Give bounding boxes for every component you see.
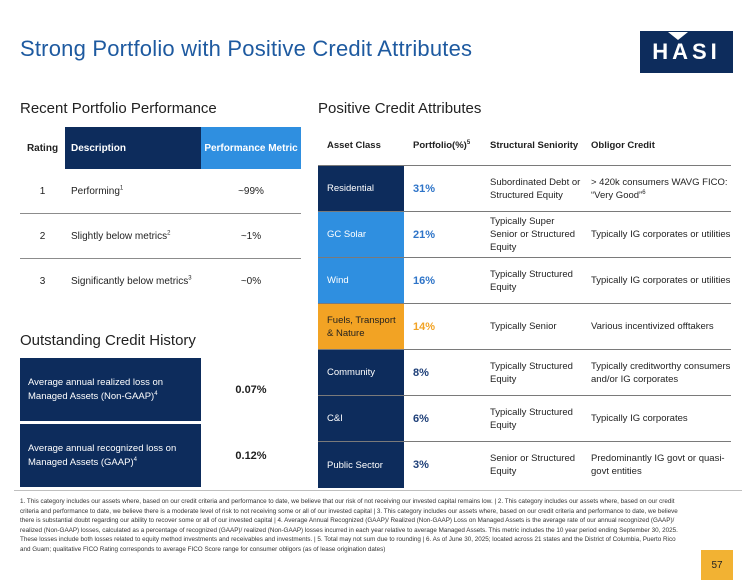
obligor-cell: Typically IG corporates [584, 412, 731, 425]
attributes-row: Fuels, Transport & Nature 14% Typically Se… [318, 304, 731, 350]
obligor-text: Typically IG corporates or utilities [591, 275, 731, 286]
header-portfolio-sup: 5 [466, 139, 471, 146]
header-obligor: Obligor Credit [591, 140, 655, 151]
attributes-header-row: Asset Class Portfolio(%)5 Structural Sen… [318, 126, 731, 166]
attributes-row: C&I 6% Typically Structured Equity Typicall… [318, 396, 731, 442]
obligor-text: Typically IG corporates or utilities [591, 229, 731, 240]
metric-cell: ~0% [240, 276, 262, 287]
credit-label-sup: 4 [133, 456, 137, 463]
description-text: Performing [71, 185, 120, 197]
footnotes: 1. This category includes our assets whe… [20, 498, 678, 553]
obligor-text: Typically creditworthy consumers and/or … [591, 360, 731, 385]
portfolio-cell: 3% [413, 459, 429, 471]
header-portfolio: Portfolio(%)5 [404, 140, 484, 151]
portfolio-cell: 31% [413, 182, 436, 195]
obligor-text: Typically IG corporates [591, 413, 688, 424]
portfolio-cell: 21% [413, 228, 436, 241]
obligor-cell: > 420k consumers WAVG FICO: “Very Good”6 [584, 176, 731, 202]
asset-class-cell: Fuels, Transport & Nature [318, 304, 404, 349]
attributes-row: Public Sector 3% Senior or Structured Equi… [318, 442, 731, 488]
obligor-text: > 420k consumers WAVG FICO: “Very Good” [591, 176, 728, 201]
description-sup: 1 [119, 185, 124, 192]
performance-row: 3 Significantly below metrics3 ~0% [20, 259, 301, 304]
asset-class-cell: GC Solar [318, 212, 404, 257]
asset-class-cell: Public Sector [318, 442, 404, 488]
portfolio-cell: 16% [413, 274, 436, 287]
description-cell: Significantly below metrics3 [65, 276, 201, 287]
credit-label: Average annual realized loss on Managed … [20, 358, 201, 421]
credit-label-text: Average annual realized loss on Managed … [28, 376, 164, 402]
seniority-cell: Typically Super Senior or Structured Equ… [490, 216, 576, 253]
logo-text: HASI [652, 39, 721, 64]
rating-cell: 1 [39, 185, 46, 197]
performance-heading: Recent Portfolio Performance [20, 100, 217, 117]
attributes-heading: Positive Credit Attributes [318, 100, 482, 117]
attributes-table: Asset Class Portfolio(%)5 Structural Sen… [318, 126, 731, 488]
header-metric: Performance Metric [201, 127, 301, 169]
credit-label-text: Average annual recognized loss on Manage… [28, 442, 177, 468]
credit-value: 0.12% [235, 449, 267, 462]
attributes-row: Residential 31% Subordinated Debt or Struc… [318, 166, 731, 212]
description-sup: 2 [167, 230, 171, 237]
description-text: Slightly below metrics [71, 230, 168, 242]
seniority-cell: Typically Structured Equity [490, 406, 573, 431]
obligor-cell: Predominantly IG govt or quasi-govt enti… [584, 452, 731, 478]
performance-row: 1 Performing1 ~99% [20, 169, 301, 214]
performance-header-row: Rating Description Performance Metric [20, 127, 301, 169]
description-cell: Performing1 [65, 185, 201, 197]
portfolio-cell: 8% [413, 366, 429, 379]
portfolio-cell: 6% [413, 412, 429, 425]
obligor-cell: Typically IG corporates or utilities [584, 228, 731, 241]
metric-cell: ~99% [238, 185, 264, 197]
credit-history-row: Average annual recognized loss on Manage… [20, 424, 301, 487]
performance-row: 2 Slightly below metrics2 ~1% [20, 214, 301, 259]
logo-triangle-icon [668, 32, 688, 40]
credit-label: Average annual recognized loss on Manage… [20, 424, 201, 487]
description-text: Significantly below metrics [71, 276, 189, 287]
seniority-cell: Typically Structured Equity [490, 268, 573, 293]
seniority-cell: Senior or Structured Equity [490, 453, 576, 477]
obligor-cell: Various incentivized offtakers [584, 320, 731, 333]
rating-cell: 3 [39, 276, 46, 287]
seniority-cell: Subordinated Debt or Structured Equity [490, 176, 581, 201]
metric-cell: ~1% [240, 230, 262, 242]
credit-label-sup: 4 [154, 390, 158, 397]
credit-history-heading: Outstanding Credit History [20, 332, 196, 349]
header-asset-class: Asset Class [327, 140, 381, 151]
description-cell: Slightly below metrics2 [65, 230, 201, 242]
asset-class-cell: Residential [318, 166, 404, 211]
attributes-row: Community 8% Typically Structured Equity Ty… [318, 350, 731, 396]
attributes-row: GC Solar 21% Typically Super Senior or Str… [318, 212, 731, 258]
rating-cell: 2 [39, 230, 46, 242]
asset-class-cell: Wind [318, 258, 404, 303]
obligor-text: Various incentivized offtakers [591, 321, 714, 332]
hasi-logo: HASI [640, 31, 733, 73]
credit-history-row: Average annual realized loss on Managed … [20, 358, 301, 421]
footnote-divider [14, 490, 742, 491]
header-seniority: Structural Seniority [490, 140, 579, 151]
obligor-text: Predominantly IG govt or quasi-govt enti… [591, 453, 725, 477]
credit-value: 0.07% [235, 383, 267, 396]
portfolio-cell: 14% [413, 320, 436, 333]
page-number: 57 [701, 550, 733, 580]
seniority-cell: Typically Senior [490, 321, 557, 332]
obligor-cell: Typically creditworthy consumers and/or … [584, 360, 731, 386]
seniority-cell: Typically Structured Equity [490, 360, 573, 385]
header-rating: Rating [26, 142, 59, 154]
obligor-sup: 6 [642, 189, 646, 196]
asset-class-cell: C&I [318, 396, 404, 441]
header-portfolio-text: Portfolio(%) [413, 140, 467, 151]
obligor-cell: Typically IG corporates or utilities [584, 274, 731, 287]
page-title: Strong Portfolio with Positive Credit At… [20, 36, 473, 61]
description-sup: 3 [188, 275, 192, 282]
asset-class-cell: Community [318, 350, 404, 395]
attributes-row: Wind 16% Typically Structured Equity Typica… [318, 258, 731, 304]
header-description: Description [65, 127, 201, 169]
